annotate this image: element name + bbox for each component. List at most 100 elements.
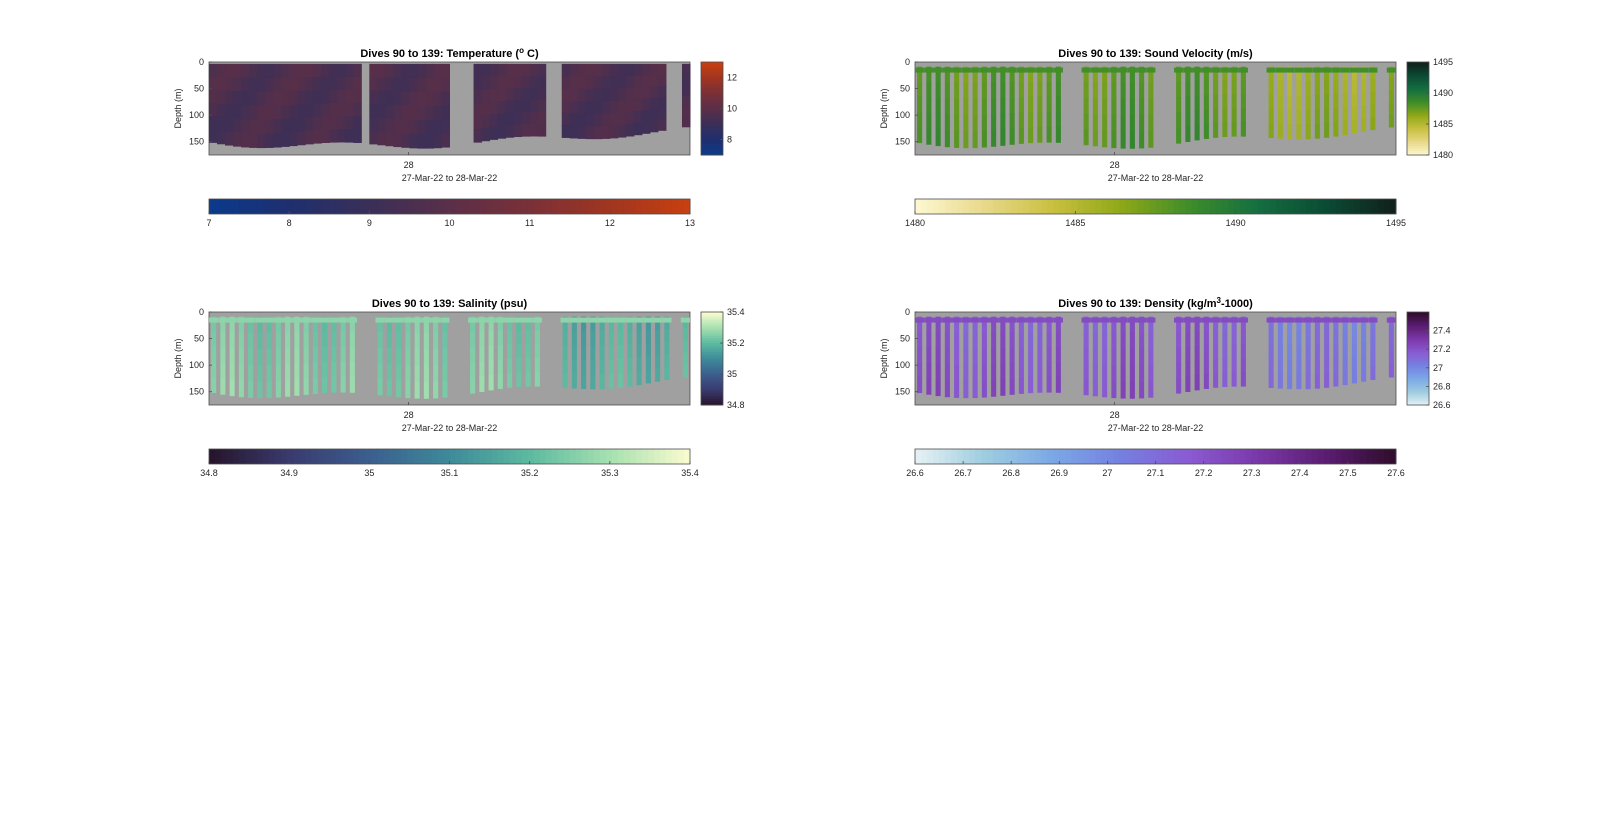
data-cell [585, 76, 595, 90]
data-bar-cap [933, 67, 943, 73]
data-cell [657, 119, 667, 131]
data-cell [473, 102, 483, 117]
data-bar [935, 98, 941, 115]
data-bar [1324, 330, 1330, 346]
data-cell [505, 124, 515, 138]
data-cell [417, 91, 426, 107]
colorbar-segment [293, 449, 300, 464]
data-bar-cap [301, 317, 311, 323]
colorbar-segment [1407, 337, 1429, 341]
colorbar-tick-label: 34.9 [280, 468, 298, 478]
data-bar [1361, 329, 1367, 344]
colorbar-segment [1407, 73, 1429, 77]
data-cell [481, 89, 491, 103]
data-bar [963, 131, 969, 149]
y-tick-label: 50 [194, 84, 204, 94]
data-bar-cap [1044, 317, 1054, 323]
colorbar-segment [951, 449, 958, 464]
colorbar-segment [975, 449, 982, 464]
colorbar-segment [1281, 199, 1289, 214]
colorbar-segment [987, 199, 994, 214]
data-bar [1268, 330, 1274, 346]
data-bar-cap [1016, 317, 1026, 323]
data-bar [1277, 80, 1283, 96]
data-bar [1009, 316, 1015, 333]
data-cell [257, 91, 266, 107]
data-bar [1305, 374, 1311, 390]
data-cell [649, 63, 659, 76]
data-bar [1370, 79, 1376, 93]
data-bar [1277, 373, 1283, 389]
data-bar [1388, 78, 1394, 92]
colorbar-segment [587, 449, 595, 464]
colorbar-tick-label: 1485 [1433, 119, 1453, 129]
colorbar-segment [443, 199, 450, 214]
data-bar [981, 114, 987, 132]
colorbar-segment [1407, 379, 1429, 383]
data-bar [322, 331, 328, 348]
data-bar [1324, 80, 1330, 96]
data-bar [257, 349, 263, 366]
colorbar-tick-label: 27.1 [1147, 468, 1165, 478]
colorbar-segment [1407, 370, 1429, 373]
colorbar-segment [1407, 328, 1429, 332]
data-cell [289, 131, 298, 147]
data-bar [1139, 115, 1145, 133]
data-bar-cap [579, 317, 589, 323]
data-cell [625, 75, 635, 89]
data-bar [238, 348, 244, 366]
data-cell [209, 63, 218, 78]
colorbar-tick-label: 1480 [905, 218, 925, 228]
data-bar [266, 365, 272, 382]
data-bar [655, 368, 661, 382]
data-bar [1148, 364, 1154, 382]
data-bar [963, 82, 969, 100]
colorbar-segment [1269, 449, 1277, 464]
data-bar [926, 363, 932, 380]
data-bar [285, 364, 291, 381]
data-bar [645, 316, 651, 331]
data-cell [601, 63, 611, 77]
colorbar-segment [347, 199, 354, 214]
colorbar-segment [1383, 449, 1391, 464]
colorbar-segment [1407, 356, 1429, 359]
data-bar [1361, 118, 1367, 132]
data-bar [562, 359, 568, 374]
data-bar [229, 379, 235, 397]
colorbar-segment [701, 386, 723, 390]
colorbar-tick-label: 10 [727, 104, 737, 114]
data-bar [1231, 372, 1237, 387]
data-bar [1139, 365, 1145, 383]
data-bar [1351, 106, 1357, 121]
data-bar [1342, 107, 1348, 122]
data-bar [1139, 316, 1145, 334]
colorbar-segment [1251, 449, 1259, 464]
colorbar-segment [701, 391, 723, 394]
colorbar-segment [1191, 199, 1199, 214]
data-bar [331, 346, 337, 363]
data-bar [331, 316, 337, 333]
colorbar-segment [1239, 199, 1247, 214]
data-bar [991, 98, 997, 115]
data-bar [944, 114, 950, 132]
data-bar-cap [942, 67, 952, 73]
colorbar-segment [701, 328, 723, 332]
data-bar-cap [998, 67, 1008, 73]
colorbar-segment [1407, 131, 1429, 135]
colorbar-segment [1407, 330, 1429, 334]
data-bar [423, 365, 429, 383]
data-bar [926, 332, 932, 349]
data-bar [562, 316, 568, 332]
colorbar-tick-label: 1490 [1433, 88, 1453, 98]
colorbar-segment [269, 449, 276, 464]
data-cell [209, 129, 218, 143]
data-bar [285, 348, 291, 365]
colorbar-segment [921, 199, 928, 214]
colorbar-segment [1155, 449, 1163, 464]
colorbar-segment [701, 374, 723, 378]
colorbar-segment [1041, 449, 1048, 464]
data-bar [1028, 362, 1034, 378]
data-bar [386, 332, 392, 349]
colorbar-segment [1407, 99, 1429, 103]
data-bar [682, 316, 688, 330]
